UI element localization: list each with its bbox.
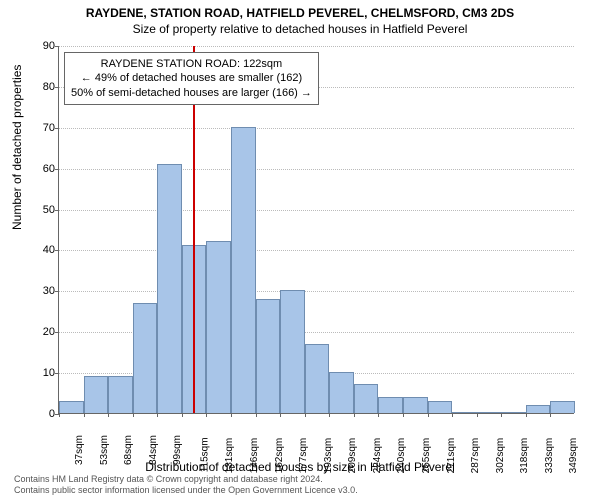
x-tick-mark — [501, 413, 502, 417]
y-tick-label: 60 — [29, 163, 55, 175]
histogram-bar — [550, 401, 575, 413]
chart-title-address: RAYDENE, STATION ROAD, HATFIELD PEVEREL,… — [0, 0, 600, 20]
y-tick-mark — [55, 87, 59, 88]
chart-title-description: Size of property relative to detached ho… — [0, 20, 600, 36]
annotation-smaller-pct: ← 49% of detached houses are smaller (16… — [71, 71, 312, 85]
x-axis-label: Distribution of detached houses by size … — [0, 460, 600, 474]
gridline — [59, 128, 574, 129]
x-tick-mark — [354, 413, 355, 417]
y-tick-label: 30 — [29, 285, 55, 297]
property-marker-annotation: RAYDENE STATION ROAD: 122sqm ← 49% of de… — [64, 52, 319, 105]
histogram-bar — [59, 401, 84, 413]
x-tick-mark — [256, 413, 257, 417]
footer-line-2: Contains public sector information licen… — [14, 485, 358, 496]
y-tick-mark — [55, 128, 59, 129]
y-tick-mark — [55, 169, 59, 170]
x-tick-mark — [452, 413, 453, 417]
x-tick-mark — [305, 413, 306, 417]
gridline — [59, 169, 574, 170]
x-tick-mark — [59, 413, 60, 417]
y-tick-label: 40 — [29, 244, 55, 256]
y-tick-label: 70 — [29, 122, 55, 134]
y-tick-label: 10 — [29, 367, 55, 379]
x-tick-mark — [84, 413, 85, 417]
gridline — [59, 250, 574, 251]
x-tick-mark — [182, 413, 183, 417]
y-tick-label: 0 — [29, 408, 55, 420]
gridline — [59, 46, 574, 47]
y-tick-mark — [55, 46, 59, 47]
histogram-bar — [501, 412, 526, 413]
histogram-bar — [206, 241, 231, 413]
y-tick-label: 80 — [29, 81, 55, 93]
x-tick-mark — [329, 413, 330, 417]
x-tick-mark — [108, 413, 109, 417]
x-tick-mark — [231, 413, 232, 417]
x-tick-mark — [403, 413, 404, 417]
histogram-bar — [354, 384, 379, 413]
y-tick-label: 50 — [29, 204, 55, 216]
histogram-bar — [329, 372, 354, 413]
histogram-bar — [133, 303, 158, 413]
y-tick-mark — [55, 250, 59, 251]
histogram-bar — [477, 412, 502, 413]
footer-line-1: Contains HM Land Registry data © Crown c… — [14, 474, 358, 485]
histogram-bar — [526, 405, 551, 413]
histogram-bar — [157, 164, 182, 413]
histogram-bar — [452, 412, 477, 413]
x-tick-mark — [133, 413, 134, 417]
annotation-larger-pct: 50% of semi-detached houses are larger (… — [71, 86, 312, 100]
histogram-bar — [403, 397, 428, 413]
y-tick-mark — [55, 210, 59, 211]
x-tick-mark — [550, 413, 551, 417]
histogram-bar — [280, 290, 305, 413]
y-tick-label: 20 — [29, 326, 55, 338]
gridline — [59, 210, 574, 211]
histogram-bar — [84, 376, 109, 413]
y-tick-mark — [55, 332, 59, 333]
histogram-bar — [108, 376, 133, 413]
x-tick-mark — [428, 413, 429, 417]
x-tick-mark — [280, 413, 281, 417]
histogram-bar — [231, 127, 256, 413]
histogram-bar — [428, 401, 453, 413]
histogram-bar — [305, 344, 330, 414]
y-axis-label: Number of detached properties — [10, 65, 24, 230]
chart-plot-area: 010203040506070809037sqm53sqm68sqm84sqm9… — [58, 46, 574, 414]
histogram-bar — [256, 299, 281, 413]
x-tick-mark — [378, 413, 379, 417]
histogram-bar — [378, 397, 403, 413]
x-tick-mark — [526, 413, 527, 417]
y-tick-label: 90 — [29, 40, 55, 52]
x-tick-mark — [206, 413, 207, 417]
x-tick-mark — [157, 413, 158, 417]
annotation-property-size: RAYDENE STATION ROAD: 122sqm — [71, 57, 312, 71]
x-tick-mark — [477, 413, 478, 417]
copyright-footer: Contains HM Land Registry data © Crown c… — [14, 474, 358, 496]
y-tick-mark — [55, 373, 59, 374]
y-tick-mark — [55, 291, 59, 292]
gridline — [59, 291, 574, 292]
